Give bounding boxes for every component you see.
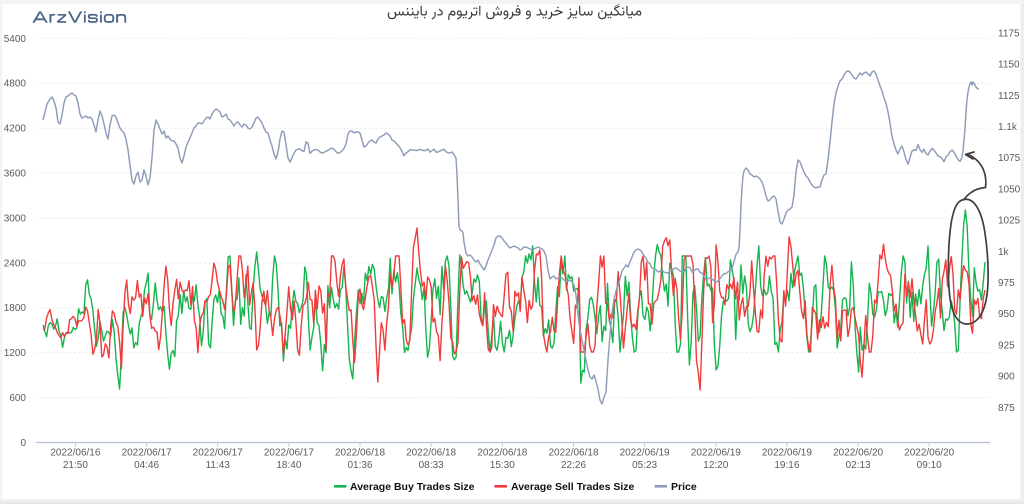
svg-text:4800: 4800 <box>4 79 27 90</box>
svg-text:2022/06/17: 2022/06/17 <box>193 448 243 459</box>
svg-text:12:20: 12:20 <box>703 460 728 471</box>
svg-text:Average Buy Trades Size: Average Buy Trades Size <box>350 481 475 493</box>
svg-text:2022/06/19: 2022/06/19 <box>691 448 741 459</box>
svg-text:Price: Price <box>671 481 697 493</box>
svg-text:18:40: 18:40 <box>276 460 301 471</box>
svg-text:1.1k: 1.1k <box>998 122 1018 133</box>
svg-text:2400: 2400 <box>4 258 27 269</box>
svg-text:22:26: 22:26 <box>561 460 586 471</box>
svg-text:2022/06/19: 2022/06/19 <box>762 448 812 459</box>
svg-text:1175: 1175 <box>998 28 1020 39</box>
svg-text:3600: 3600 <box>4 169 27 180</box>
svg-text:875: 875 <box>998 403 1015 414</box>
svg-text:Average Sell Trades Size: Average Sell Trades Size <box>511 481 635 493</box>
svg-text:3000: 3000 <box>4 213 27 224</box>
svg-text:2022/06/17: 2022/06/17 <box>122 448 172 459</box>
svg-text:1050: 1050 <box>998 184 1021 195</box>
svg-text:01:36: 01:36 <box>347 460 372 471</box>
svg-text:2022/06/19: 2022/06/19 <box>620 448 670 459</box>
svg-text:2022/06/18: 2022/06/18 <box>548 448 598 459</box>
svg-text:1075: 1075 <box>998 153 1021 164</box>
svg-text:2022/06/18: 2022/06/18 <box>335 448 385 459</box>
svg-text:02:13: 02:13 <box>846 460 871 471</box>
svg-text:1k: 1k <box>998 247 1010 258</box>
svg-text:900: 900 <box>998 372 1015 383</box>
svg-text:04:46: 04:46 <box>134 460 159 471</box>
svg-text:1150: 1150 <box>998 60 1020 71</box>
svg-text:0: 0 <box>20 438 26 449</box>
svg-text:2022/06/18: 2022/06/18 <box>477 448 527 459</box>
svg-text:1125: 1125 <box>998 91 1020 102</box>
svg-text:08:33: 08:33 <box>419 460 444 471</box>
svg-text:2022/06/18: 2022/06/18 <box>406 448 456 459</box>
svg-text:2022/06/20: 2022/06/20 <box>833 448 883 459</box>
svg-text:19:16: 19:16 <box>774 460 799 471</box>
svg-text:11:43: 11:43 <box>206 460 231 471</box>
svg-text:2022/06/20: 2022/06/20 <box>904 448 954 459</box>
svg-text:925: 925 <box>998 340 1015 351</box>
svg-text:15:30: 15:30 <box>490 460 515 471</box>
svg-text:1800: 1800 <box>4 303 27 314</box>
svg-text:21:50: 21:50 <box>63 460 88 471</box>
svg-text:975: 975 <box>998 278 1015 289</box>
svg-text:4200: 4200 <box>4 124 27 135</box>
svg-text:05:23: 05:23 <box>632 460 657 471</box>
svg-text:2022/06/17: 2022/06/17 <box>264 448 314 459</box>
svg-text:09:10: 09:10 <box>917 460 942 471</box>
svg-text:2022/06/16: 2022/06/16 <box>50 448 100 459</box>
svg-text:5400: 5400 <box>4 34 27 45</box>
svg-text:1200: 1200 <box>4 348 27 359</box>
svg-text:1025: 1025 <box>998 216 1021 227</box>
svg-text:950: 950 <box>998 309 1015 320</box>
svg-text:600: 600 <box>9 393 26 404</box>
